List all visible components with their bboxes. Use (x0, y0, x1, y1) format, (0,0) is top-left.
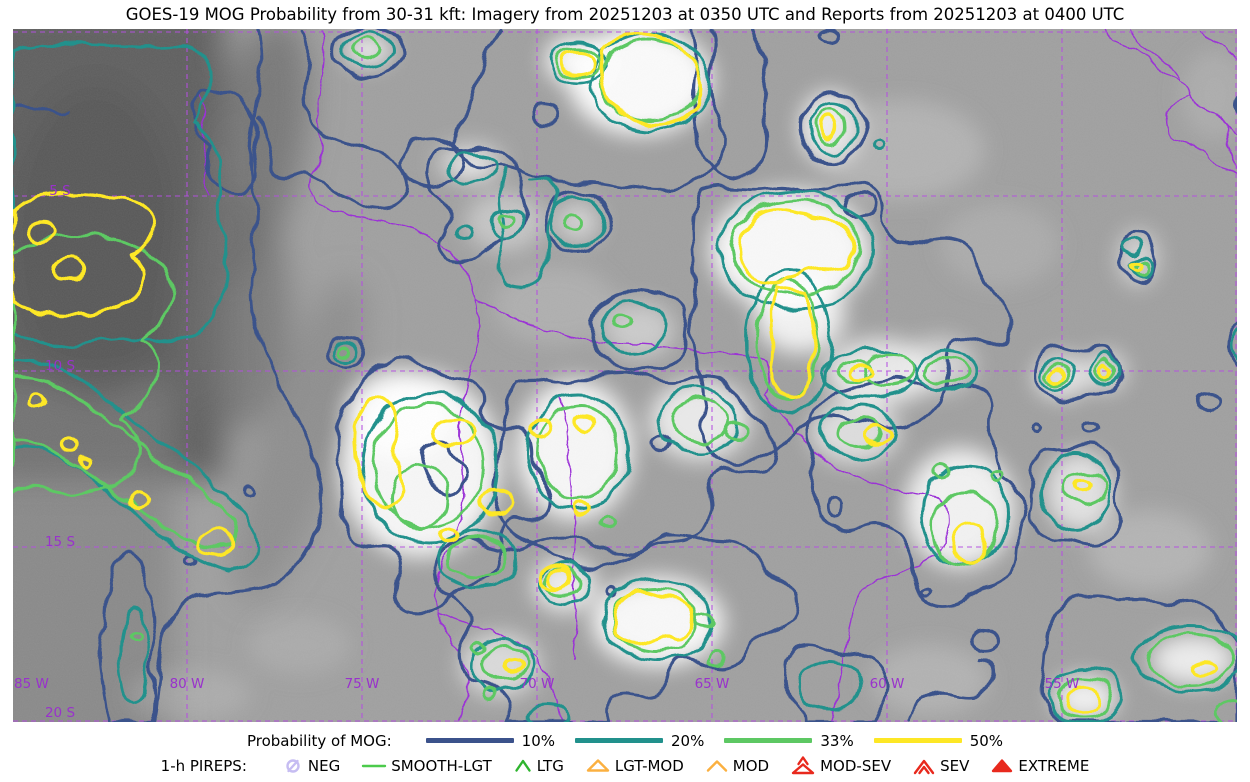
prob-20-label: 20% (671, 731, 705, 750)
lat-label: 5 S (49, 183, 70, 199)
pirep-sev-label: SEV (940, 756, 970, 775)
lon-label: 75 W (345, 676, 380, 692)
prob-legend-item-50: 50% (873, 731, 1004, 750)
lat-label: 10 S (45, 358, 75, 374)
prob-legend-item-20: 20% (575, 732, 704, 750)
prob-legend-title: Probability of MOG: (246, 731, 392, 750)
lon-label: 80 W (170, 676, 205, 692)
lon-label: 85 W (14, 676, 49, 692)
prob-legend-row: Probability of MOG: 10% 20% 33% 50% (0, 728, 1250, 753)
lon-label: 70 W (520, 676, 555, 692)
lon-label: 60 W (870, 676, 905, 692)
map-canvas: 85 W 80 W 75 W 70 W 65 W 60 W 55 W 5 S 1… (13, 29, 1237, 722)
pirep-legend-title: 1-h PIREPS: (160, 756, 247, 775)
prob-50-label: 50% (969, 731, 1004, 750)
mod-caret-icon (706, 759, 727, 772)
pirep-legend-item-mod-sev: MOD-SEV (790, 755, 891, 777)
prob-legend-item-33: 33% (724, 731, 854, 750)
prob-20-line-swatch (575, 738, 664, 743)
pirep-legend-item-neg: NEG (282, 756, 340, 776)
smooth-lgt-icon (362, 764, 387, 767)
pirep-mod-sev-label: MOD-SEV (820, 756, 892, 775)
pirep-extreme-label: EXTREME (1018, 756, 1090, 775)
graticule-labels: 85 W 80 W 75 W 70 W 65 W 60 W 55 W 5 S 1… (14, 183, 1079, 721)
pirep-ltg-label: LTG (536, 756, 564, 775)
pirep-legend-item-sev: SEV (912, 755, 969, 777)
pirep-legend-item-extreme: EXTREME (990, 756, 1089, 776)
lon-label: 55 W (1045, 676, 1080, 692)
mod-sev-triangle-caret-icon (791, 755, 815, 774)
legend: Probability of MOG: 10% 20% 33% 50% 1-h … (0, 728, 1250, 778)
prob-10-label: 10% (521, 731, 556, 750)
prob-legend-item-10: 10% (425, 731, 556, 750)
pirep-legend-item-mod: MOD (705, 756, 769, 776)
ltg-caret-icon (515, 759, 531, 772)
prob-10-line-swatch (425, 738, 514, 743)
pirep-legend-item-lgt-mod: LGT-MOD (585, 756, 684, 776)
contour-layer (13, 29, 1237, 722)
page-title: GOES-19 MOG Probability from 30-31 kft: … (125, 5, 1125, 24)
pirep-legend-item-smooth-lgt: SMOOTH-LGT (361, 756, 492, 776)
pirep-mod-label: MOD (732, 756, 770, 775)
sev-double-caret-icon (913, 759, 935, 774)
pirep-legend-item-ltg: LTG (513, 756, 564, 776)
pirep-smooth-lgt-label: SMOOTH-LGT (391, 756, 492, 775)
prob-33-label: 33% (820, 731, 854, 750)
neg-icon (286, 758, 300, 773)
extreme-filled-triangle-icon (992, 758, 1013, 772)
lat-label: 20 S (45, 705, 75, 721)
lon-label: 65 W (695, 676, 730, 692)
satellite-map: 85 W 80 W 75 W 70 W 65 W 60 W 55 W 5 S 1… (13, 29, 1237, 722)
lgt-mod-triangle-icon (586, 758, 610, 772)
noise-layer (13, 29, 1237, 722)
prob-33-line-swatch (724, 738, 813, 743)
pirep-lgt-mod-label: LGT-MOD (614, 756, 684, 775)
lat-label: 15 S (45, 534, 75, 550)
contours-50pct (13, 32, 1220, 714)
pirep-legend-row: 1-h PIREPS: NEG SMOOTH-LGT LTG LGT-MOD M… (0, 753, 1250, 778)
pirep-neg-label: NEG (307, 756, 341, 775)
prob-50-line-swatch (873, 738, 962, 743)
